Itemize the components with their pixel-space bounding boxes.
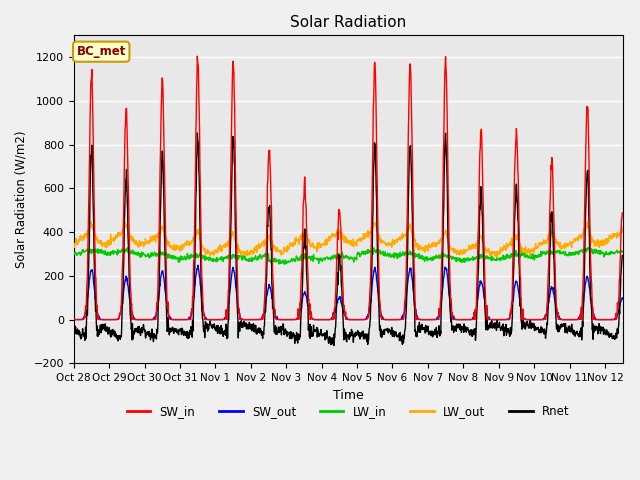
SW_out [229, 267, 237, 273]
SW_in [486, 317, 493, 323]
Line: LW_in: LW_in [74, 248, 622, 264]
SW_out [194, 262, 202, 268]
LW_out [228, 231, 236, 237]
LW_out [485, 246, 493, 252]
Rnet [193, 130, 201, 136]
LW_out [278, 250, 285, 256]
Rnet [228, 146, 236, 152]
SW_in [70, 317, 77, 323]
Rnet [330, 343, 338, 348]
Rnet [618, 252, 626, 258]
SW_in [618, 210, 626, 216]
LW_out [546, 230, 554, 236]
Line: LW_out: LW_out [74, 222, 622, 257]
LW_in [546, 247, 554, 253]
Line: Rnet: Rnet [74, 133, 622, 346]
SW_out [547, 289, 554, 295]
Line: SW_in: SW_in [74, 56, 622, 320]
SW_in [229, 64, 237, 70]
Rnet [547, 241, 554, 247]
Title: Solar Radiation: Solar Radiation [290, 15, 406, 30]
LW_in [70, 251, 77, 257]
LW_out [179, 247, 186, 252]
SW_out [169, 317, 177, 323]
SW_in [94, 317, 102, 323]
Rnet [179, 327, 186, 333]
LW_out [168, 244, 176, 250]
SW_in [169, 317, 177, 323]
Rnet [486, 323, 493, 328]
SW_out [79, 317, 87, 323]
SW_in [193, 53, 201, 59]
SW_out [70, 317, 77, 323]
LW_in [485, 255, 493, 261]
SW_in [547, 193, 554, 199]
LW_in [584, 245, 592, 251]
LW_in [228, 255, 236, 261]
Legend: SW_in, SW_out, LW_in, LW_out, Rnet: SW_in, SW_out, LW_in, LW_out, Rnet [122, 401, 575, 423]
LW_out [583, 219, 591, 225]
LW_in [179, 256, 186, 262]
Rnet [278, 326, 286, 332]
LW_out [70, 243, 77, 249]
SW_out [278, 317, 286, 323]
X-axis label: Time: Time [333, 389, 364, 402]
Y-axis label: Solar Radiation (W/m2): Solar Radiation (W/m2) [15, 131, 28, 268]
LW_in [280, 262, 288, 267]
LW_in [278, 259, 285, 265]
SW_out [486, 316, 493, 322]
SW_out [618, 295, 626, 301]
LW_in [618, 248, 626, 254]
Rnet [70, 324, 77, 329]
LW_out [618, 225, 626, 231]
SW_in [278, 317, 286, 323]
SW_in [179, 317, 187, 323]
Line: SW_out: SW_out [74, 265, 622, 320]
LW_in [168, 253, 176, 259]
Text: BC_met: BC_met [77, 45, 126, 58]
SW_out [179, 317, 187, 323]
Rnet [168, 324, 176, 330]
LW_out [493, 254, 501, 260]
